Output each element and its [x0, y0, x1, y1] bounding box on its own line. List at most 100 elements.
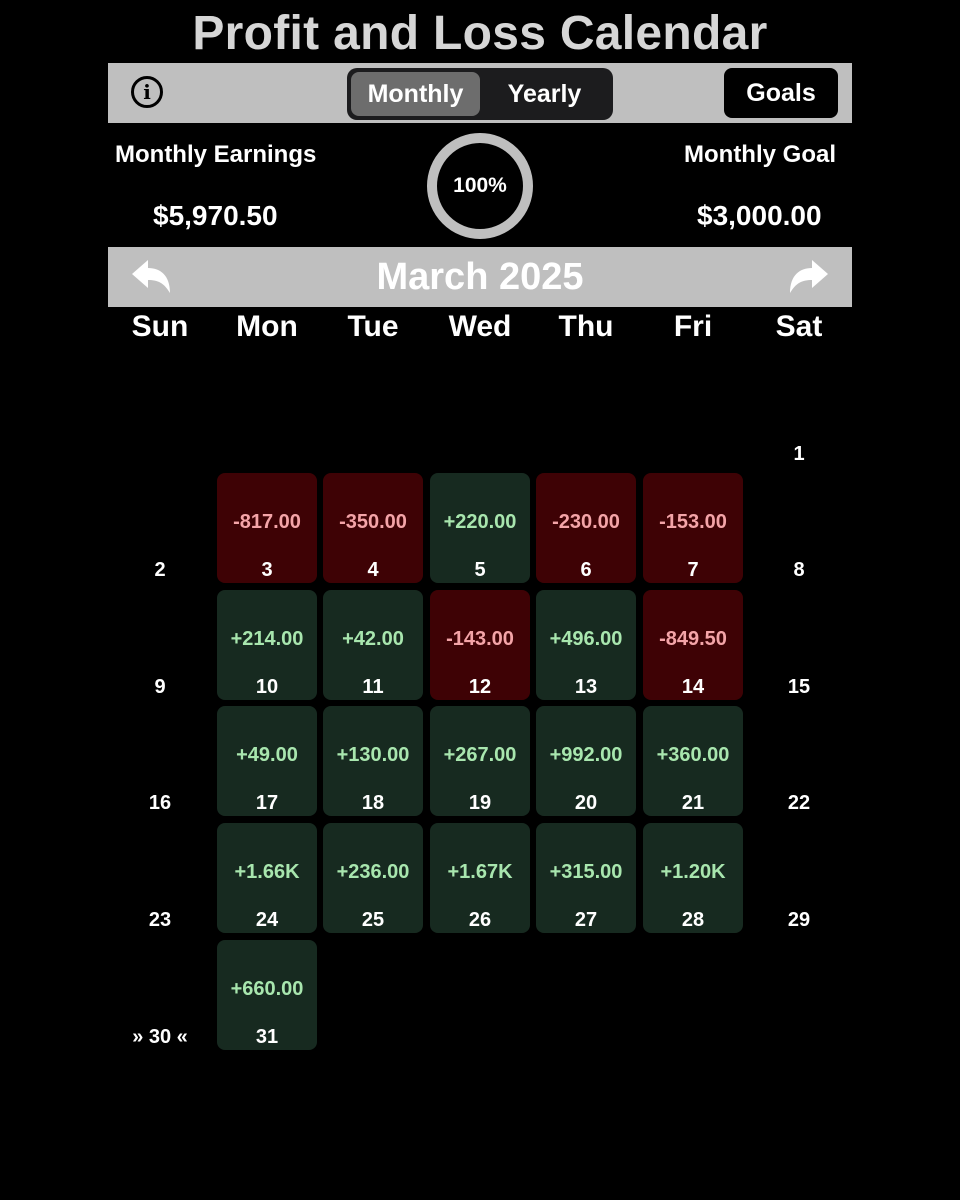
day-number: » 30 «: [132, 1026, 188, 1048]
day-number: 23: [148, 909, 172, 931]
day-number: 29: [787, 909, 811, 931]
day-pnl-amount: -849.50: [659, 628, 727, 650]
day-number: 10: [255, 676, 279, 698]
day-pnl-amount: +1.66K: [234, 861, 300, 883]
day-number: 19: [468, 792, 492, 814]
day-cell-25[interactable]: +236.00 25: [323, 823, 423, 933]
month-title: March 2025: [376, 255, 584, 298]
day-number: 6: [580, 559, 592, 581]
day-pnl-amount: +496.00: [549, 628, 623, 650]
day-number: 8: [793, 559, 805, 581]
day-number: 16: [148, 792, 172, 814]
day-cell-12[interactable]: -143.00 12: [430, 590, 530, 700]
day-cell-20[interactable]: +992.00 20: [536, 706, 636, 816]
day-cell-9[interactable]: 9: [110, 590, 210, 700]
day-pnl-amount: +236.00: [336, 861, 410, 883]
tab-yearly[interactable]: Yearly: [507, 79, 582, 108]
day-cell-18[interactable]: +130.00 18: [323, 706, 423, 816]
day-number: 13: [574, 676, 598, 698]
day-cell-15[interactable]: 15: [749, 590, 849, 700]
day-number: 5: [474, 559, 486, 581]
day-number: 12: [468, 676, 492, 698]
info-circle-icon[interactable]: i: [131, 76, 163, 108]
earnings-label: Monthly Earnings: [115, 141, 317, 168]
day-cell-31[interactable]: +660.00 31: [217, 940, 317, 1050]
day-cell-23[interactable]: 23: [110, 823, 210, 933]
weekday-sun: Sun: [131, 310, 189, 343]
day-cell-22[interactable]: 22: [749, 706, 849, 816]
day-pnl-amount: +214.00: [230, 628, 304, 650]
goals-button[interactable]: Goals: [724, 68, 838, 118]
day-cell-16[interactable]: 16: [110, 706, 210, 816]
day-pnl-amount: +992.00: [549, 744, 623, 766]
day-pnl-amount: +315.00: [549, 861, 623, 883]
day-pnl-amount: +1.20K: [660, 861, 726, 883]
day-cell-10[interactable]: +214.00 10: [217, 590, 317, 700]
day-pnl-amount: -153.00: [659, 511, 727, 533]
month-navigation-bar: March 2025: [108, 247, 852, 307]
day-pnl-amount: +130.00: [336, 744, 410, 766]
day-cell-5[interactable]: +220.00 5: [430, 473, 530, 583]
goal-label: Monthly Goal: [684, 141, 836, 168]
day-cell-3[interactable]: -817.00 3: [217, 473, 317, 583]
day-number: 27: [574, 909, 598, 931]
day-number: 31: [255, 1026, 279, 1048]
view-segmented-control: Monthly Yearly: [347, 68, 613, 120]
weekday-fri: Fri: [673, 310, 713, 343]
day-cell-13[interactable]: +496.00 13: [536, 590, 636, 700]
day-pnl-amount: +360.00: [656, 744, 730, 766]
weekday-sat: Sat: [775, 310, 823, 343]
day-pnl-amount: +49.00: [236, 744, 298, 766]
day-cell-26[interactable]: +1.67K 26: [430, 823, 530, 933]
arrow-back-icon[interactable]: [128, 257, 174, 297]
day-pnl-amount: -817.00: [233, 511, 301, 533]
day-cell-30[interactable]: » 30 «: [110, 940, 210, 1050]
day-cell-19[interactable]: +267.00 19: [430, 706, 530, 816]
day-number: 24: [255, 909, 279, 931]
day-cell-29[interactable]: 29: [749, 823, 849, 933]
toolbar: i Monthly Yearly Goals: [108, 63, 852, 123]
day-cell-21[interactable]: +360.00 21: [643, 706, 743, 816]
day-cell-7[interactable]: -153.00 7: [643, 473, 743, 583]
weekday-thu: Thu: [558, 310, 614, 343]
day-cell-6[interactable]: -230.00 6: [536, 473, 636, 583]
goal-progress-percent: 100%: [453, 174, 507, 197]
day-number: 11: [362, 676, 384, 698]
tab-monthly[interactable]: Monthly: [351, 72, 480, 116]
page-title: Profit and Loss Calendar: [192, 7, 768, 60]
day-cell-2[interactable]: 2: [110, 473, 210, 583]
day-cell-17[interactable]: +49.00 17: [217, 706, 317, 816]
day-cell-8[interactable]: 8: [749, 473, 849, 583]
day-number: 28: [681, 909, 705, 931]
day-number: 26: [468, 909, 492, 931]
day-cell-27[interactable]: +315.00 27: [536, 823, 636, 933]
day-number: 4: [367, 559, 379, 581]
day-cell-4[interactable]: -350.00 4: [323, 473, 423, 583]
day-cell-14[interactable]: -849.50 14: [643, 590, 743, 700]
day-cell-24[interactable]: +1.66K 24: [217, 823, 317, 933]
goal-progress-ring: [427, 133, 533, 239]
day-pnl-amount: +267.00: [443, 744, 517, 766]
day-cell-1[interactable]: 1: [749, 357, 849, 467]
arrow-forward-icon[interactable]: [786, 257, 832, 297]
weekday-tue: Tue: [347, 310, 399, 343]
day-pnl-amount: -350.00: [339, 511, 407, 533]
day-number: 21: [681, 792, 705, 814]
goal-value: $3,000.00: [697, 200, 822, 231]
day-cell-28[interactable]: +1.20K 28: [643, 823, 743, 933]
day-pnl-amount: +660.00: [230, 978, 304, 1000]
day-number: 7: [687, 559, 699, 581]
day-number: 9: [154, 676, 166, 698]
day-pnl-amount: +1.67K: [447, 861, 513, 883]
earnings-value: $5,970.50: [153, 200, 278, 231]
day-number: 25: [361, 909, 385, 931]
weekday-wed: Wed: [448, 310, 512, 343]
day-number: 2: [154, 559, 166, 581]
day-number: 22: [787, 792, 811, 814]
day-number: 1: [793, 443, 805, 465]
day-pnl-amount: -230.00: [552, 511, 620, 533]
day-pnl-amount: +42.00: [342, 628, 404, 650]
day-number: 18: [361, 792, 385, 814]
day-cell-11[interactable]: +42.00 11: [323, 590, 423, 700]
day-number: 14: [681, 676, 705, 698]
